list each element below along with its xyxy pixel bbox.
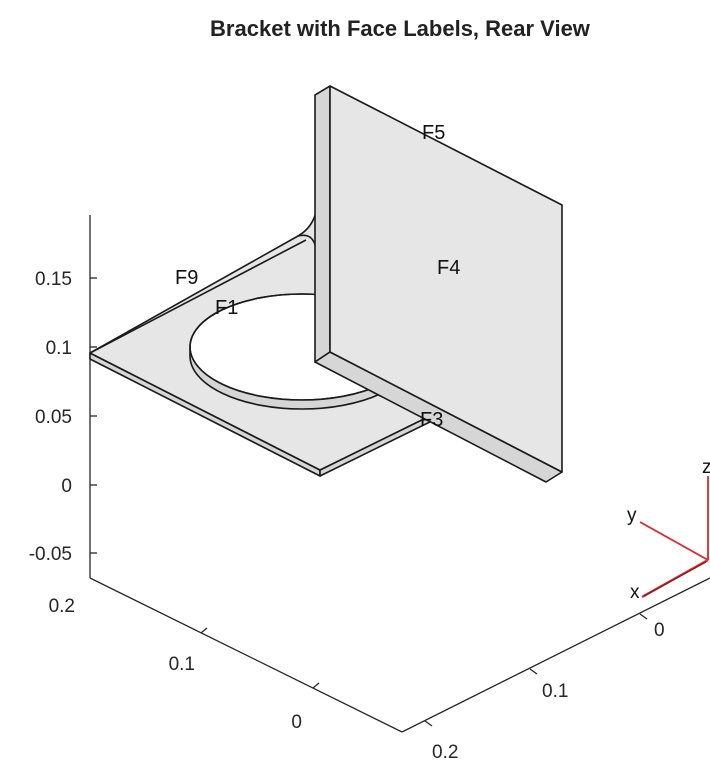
triad-y-label: y bbox=[627, 505, 637, 526]
vertical-plate bbox=[314, 85, 563, 483]
face-label-f1: F1 bbox=[215, 297, 238, 319]
orientation-triad: y z x bbox=[627, 457, 710, 603]
z-tick-label: 0 bbox=[61, 476, 72, 497]
z-tick-label: -0.05 bbox=[29, 544, 72, 565]
z-axis: 0.15 0.1 0.05 0 -0.05 bbox=[29, 215, 97, 578]
triad-x-label: x bbox=[630, 582, 640, 603]
z-tick-label: 0.1 bbox=[46, 338, 72, 359]
bottom-floor-axis: 0 0.1 0.2 bbox=[401, 577, 710, 763]
left-axis-tick-label: 0 bbox=[291, 712, 302, 733]
face-label-f9: F9 bbox=[175, 267, 198, 289]
left-floor-axis: 0.2 0.1 0 bbox=[49, 577, 403, 733]
bottom-axis-tick-label: 0.2 bbox=[432, 742, 458, 763]
bottom-axis-tick-label: 0 bbox=[654, 620, 665, 641]
bottom-axis-tick-label: 0.1 bbox=[542, 681, 568, 702]
z-tick-label: 0.05 bbox=[35, 407, 72, 428]
triad-z-label: z bbox=[702, 457, 710, 478]
figure-title: Bracket with Face Labels, Rear View bbox=[210, 16, 591, 41]
face-label-f3: F3 bbox=[420, 409, 443, 431]
face-label-f4: F4 bbox=[437, 257, 460, 279]
left-axis-tick-label: 0.2 bbox=[49, 596, 75, 617]
z-tick-label: 0.15 bbox=[35, 269, 72, 290]
face-label-f5: F5 bbox=[422, 122, 445, 144]
left-axis-tick-label: 0.1 bbox=[169, 654, 195, 675]
triad-y-axis bbox=[639, 521, 709, 561]
